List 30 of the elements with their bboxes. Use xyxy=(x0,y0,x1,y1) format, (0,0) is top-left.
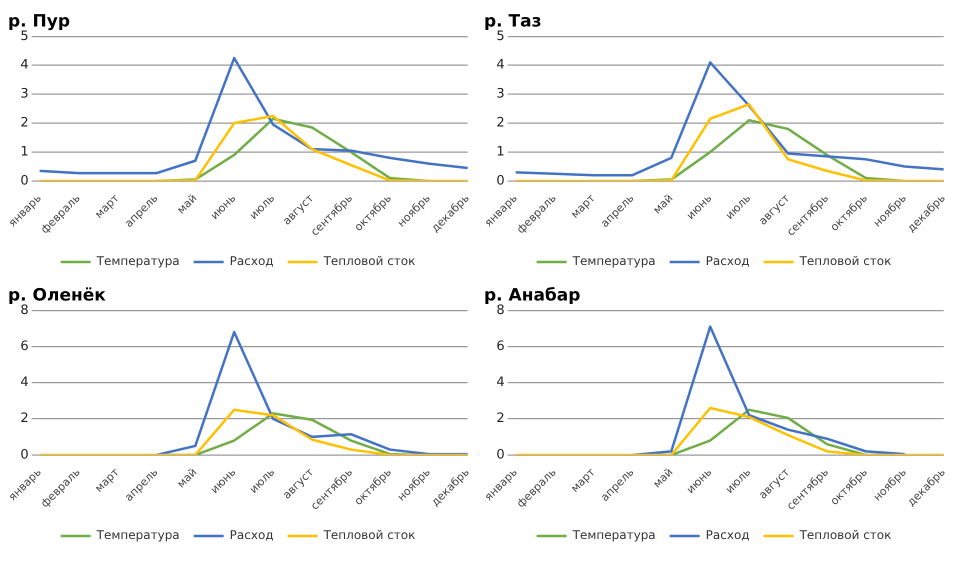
y-tick-label: 0 xyxy=(496,173,505,188)
y-tick-label: 0 xyxy=(20,173,29,188)
legend-label: Расход xyxy=(230,528,274,542)
y-tick-label: 6 xyxy=(20,338,29,354)
y-tick-label: 1 xyxy=(20,144,29,160)
legend-label: Расход xyxy=(706,528,750,542)
y-tick-label: 3 xyxy=(20,86,29,102)
legend-label: Температура xyxy=(572,254,656,268)
y-tick-label: 3 xyxy=(496,86,505,102)
y-tick-label: 1 xyxy=(496,144,505,160)
legend-label: Температура xyxy=(96,254,180,268)
legend-label: Тепловой сток xyxy=(322,254,416,268)
y-tick-label: 4 xyxy=(496,375,505,390)
y-tick-label: 4 xyxy=(20,375,29,390)
legend-label: Тепловой сток xyxy=(798,254,892,268)
y-tick-label: 2 xyxy=(496,411,505,426)
y-tick-label: 0 xyxy=(496,447,505,462)
y-tick-label: 6 xyxy=(496,338,505,354)
y-tick-label: 2 xyxy=(20,411,29,426)
y-tick-label: 4 xyxy=(496,58,505,73)
legend-label: Тепловой сток xyxy=(322,528,416,542)
legend-label: Расход xyxy=(230,254,274,268)
legend-label: Температура xyxy=(572,528,656,542)
y-tick-label: 2 xyxy=(496,116,505,131)
y-tick-label: 0 xyxy=(20,447,29,462)
y-tick-label: 2 xyxy=(20,116,29,131)
legend-label: Температура xyxy=(96,528,180,542)
y-tick-label: 4 xyxy=(20,58,29,73)
legend-label: Тепловой сток xyxy=(798,528,892,542)
legend-label: Расход xyxy=(706,254,750,268)
